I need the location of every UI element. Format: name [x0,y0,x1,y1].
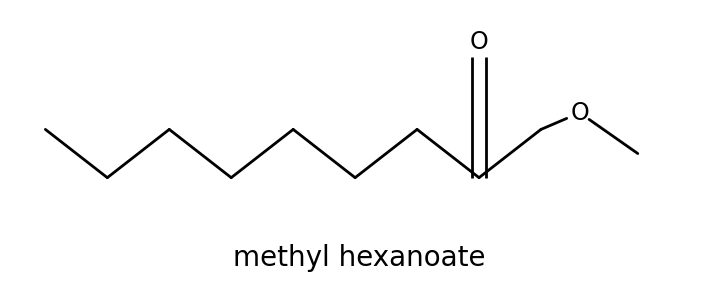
Text: O: O [470,30,488,54]
Text: O: O [570,101,589,125]
Text: methyl hexanoate: methyl hexanoate [233,244,485,272]
